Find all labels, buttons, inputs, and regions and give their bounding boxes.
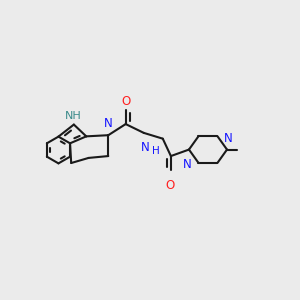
Text: O: O	[165, 179, 174, 192]
Text: H: H	[152, 146, 160, 156]
Text: NH: NH	[64, 111, 81, 121]
Text: O: O	[121, 95, 130, 108]
Text: N: N	[183, 158, 192, 171]
Text: N: N	[104, 117, 113, 130]
Text: N: N	[224, 132, 233, 145]
Text: N: N	[141, 141, 150, 154]
